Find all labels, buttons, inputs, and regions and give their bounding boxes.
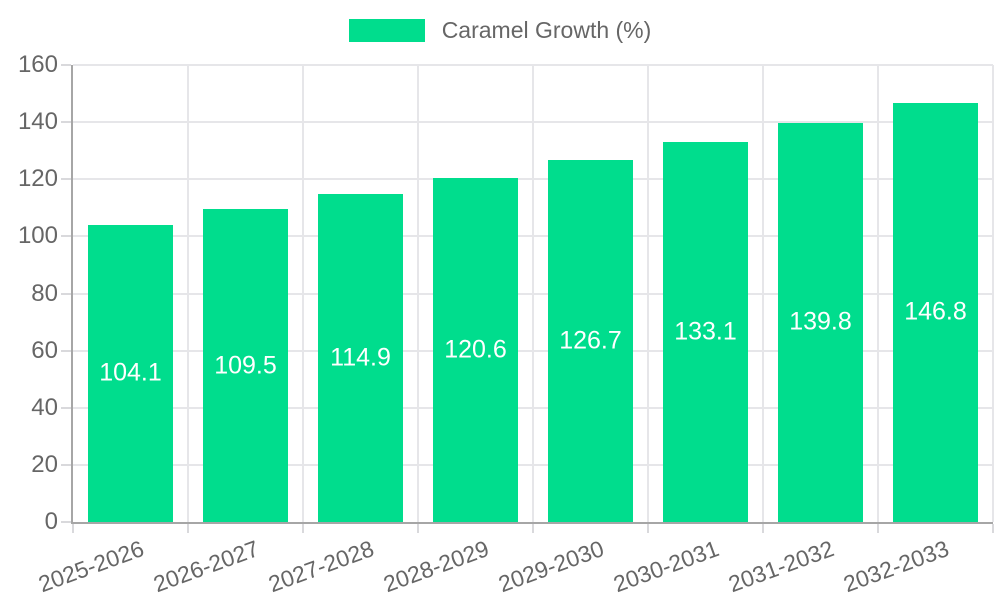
gridline-vertical (647, 65, 649, 522)
bar-2031-2032[interactable]: 139.8 (778, 122, 863, 522)
bar-value-label: 146.8 (904, 297, 967, 326)
y-tick-mark (61, 121, 71, 124)
x-tick-mark (992, 524, 994, 533)
x-tick-mark (762, 524, 764, 533)
y-tick-label: 40 (31, 393, 58, 421)
bar-2030-2031[interactable]: 133.1 (663, 141, 748, 522)
x-tick-mark (417, 524, 419, 533)
y-tick-label: 140 (17, 108, 58, 136)
x-tick-mark (72, 524, 74, 533)
y-tick-mark (61, 235, 71, 238)
y-tick-mark (61, 406, 71, 409)
bar-value-label: 114.9 (330, 343, 391, 372)
bar-value-label: 133.1 (674, 317, 737, 346)
chart-legend[interactable]: Caramel Growth (%) (0, 19, 1000, 42)
gridline-vertical (187, 65, 189, 522)
y-tick-label: 100 (17, 222, 58, 250)
gridline-vertical (417, 65, 419, 522)
gridline-vertical (992, 65, 994, 522)
x-tick-mark (532, 524, 534, 533)
y-tick-mark (61, 463, 71, 466)
legend-label: Caramel Growth (%) (441, 17, 652, 43)
x-tick-mark (647, 524, 649, 533)
bar-2029-2030[interactable]: 126.7 (548, 160, 633, 522)
y-tick-label: 160 (17, 51, 58, 78)
x-tick-mark (187, 524, 189, 533)
y-tick-mark (61, 292, 71, 295)
bar-value-label: 139.8 (789, 307, 852, 336)
y-tick-label: 120 (17, 165, 58, 193)
y-tick-label: 20 (31, 450, 58, 478)
x-tick-mark (877, 524, 879, 533)
bar-2032-2033[interactable]: 146.8 (893, 102, 978, 522)
gridline-vertical (532, 65, 534, 522)
y-tick-label: 80 (31, 279, 58, 307)
bar-value-label: 109.5 (214, 351, 277, 380)
bar-2026-2027[interactable]: 109.5 (203, 209, 288, 522)
y-tick-label: 0 (44, 508, 58, 535)
gridline-vertical (877, 65, 879, 522)
y-tick-mark (61, 64, 71, 66)
plot-area: 104.1 109.5 114.9 120.6 126.7 133.1 139.8 146.8 (71, 64, 994, 524)
gridline-vertical (762, 65, 764, 522)
x-tick-mark (302, 524, 304, 533)
bar-value-label: 104.1 (99, 358, 162, 387)
y-tick-mark (61, 521, 71, 523)
gridline-vertical (302, 65, 304, 522)
bar-value-label: 120.6 (444, 335, 507, 364)
bar-2025-2026[interactable]: 104.1 (88, 224, 173, 522)
y-tick-mark (61, 178, 71, 181)
legend-swatch-icon (348, 19, 425, 42)
y-tick-label: 60 (31, 336, 58, 364)
bar-2028-2029[interactable]: 120.6 (433, 177, 518, 522)
bar-2027-2028[interactable]: 114.9 (318, 193, 403, 522)
bar-value-label: 126.7 (559, 326, 622, 355)
y-tick-mark (61, 349, 71, 352)
